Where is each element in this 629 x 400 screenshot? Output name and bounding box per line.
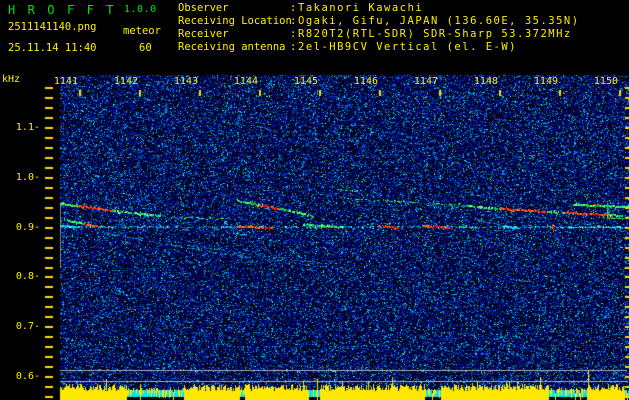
- time-label: 1142: [113, 76, 138, 87]
- info-label: Receiver: [178, 28, 229, 40]
- freq-label: 1.1-: [15, 122, 40, 133]
- info-table: Observer: Takanori Kawachi Receiving Loca…: [178, 2, 580, 54]
- info-colon: :: [290, 2, 297, 14]
- time-label: 1146: [353, 76, 378, 87]
- app-version: 1.0.0: [124, 4, 157, 15]
- time-label: 1144: [233, 76, 258, 87]
- output-filename: 2511141140.png: [8, 21, 97, 33]
- freq-label: 0.8-: [15, 271, 40, 282]
- info-colon: :: [290, 15, 297, 27]
- info-value: Takanori Kawachi: [298, 2, 424, 14]
- freq-label: 0.7-: [15, 321, 40, 332]
- time-label: 1148: [473, 76, 498, 87]
- mode-label: meteor: [123, 25, 161, 37]
- info-row-location: Receiving Location: Ogaki, Gifu, JAPAN (1…: [178, 15, 580, 28]
- freq-label: 0.9-: [15, 222, 40, 233]
- freq-label: 1.0-: [15, 172, 40, 183]
- info-row-receiver: Receiver: R820T2(RTL-SDR) SDR-Sharp 53.37…: [178, 28, 580, 41]
- info-row-antenna: Receiving antenna:2el-HB9CV Vertical (el…: [178, 41, 580, 54]
- app-title: H R O F F T: [8, 3, 117, 17]
- info-value: R820T2(RTL-SDR) SDR-Sharp 53.372MHz: [298, 28, 572, 40]
- freq-axis-unit: kHz: [2, 74, 21, 85]
- info-value: Ogaki, Gifu, JAPAN (136.60E, 35.35N): [298, 15, 580, 27]
- time-label: 1143: [173, 76, 198, 87]
- time-label: 1149: [533, 76, 558, 87]
- info-label: Observer: [178, 2, 229, 14]
- freq-label: 0.6-: [15, 371, 40, 382]
- info-label: Receiving antenna: [178, 41, 286, 53]
- frame-duration-seconds: 60: [139, 42, 152, 54]
- info-colon: :: [290, 28, 297, 40]
- time-label: 1150: [593, 76, 618, 87]
- time-label: 1145: [293, 76, 318, 87]
- time-label: 1147: [413, 76, 438, 87]
- frame-datetime: 25.11.14 11:40: [8, 42, 97, 54]
- info-value: 2el-HB9CV Vertical (el. E-W): [298, 41, 518, 53]
- info-colon: :: [290, 41, 297, 53]
- info-label: Receiving Location: [178, 15, 292, 27]
- time-label: 1141: [53, 76, 78, 87]
- info-row-observer: Observer: Takanori Kawachi: [178, 2, 580, 15]
